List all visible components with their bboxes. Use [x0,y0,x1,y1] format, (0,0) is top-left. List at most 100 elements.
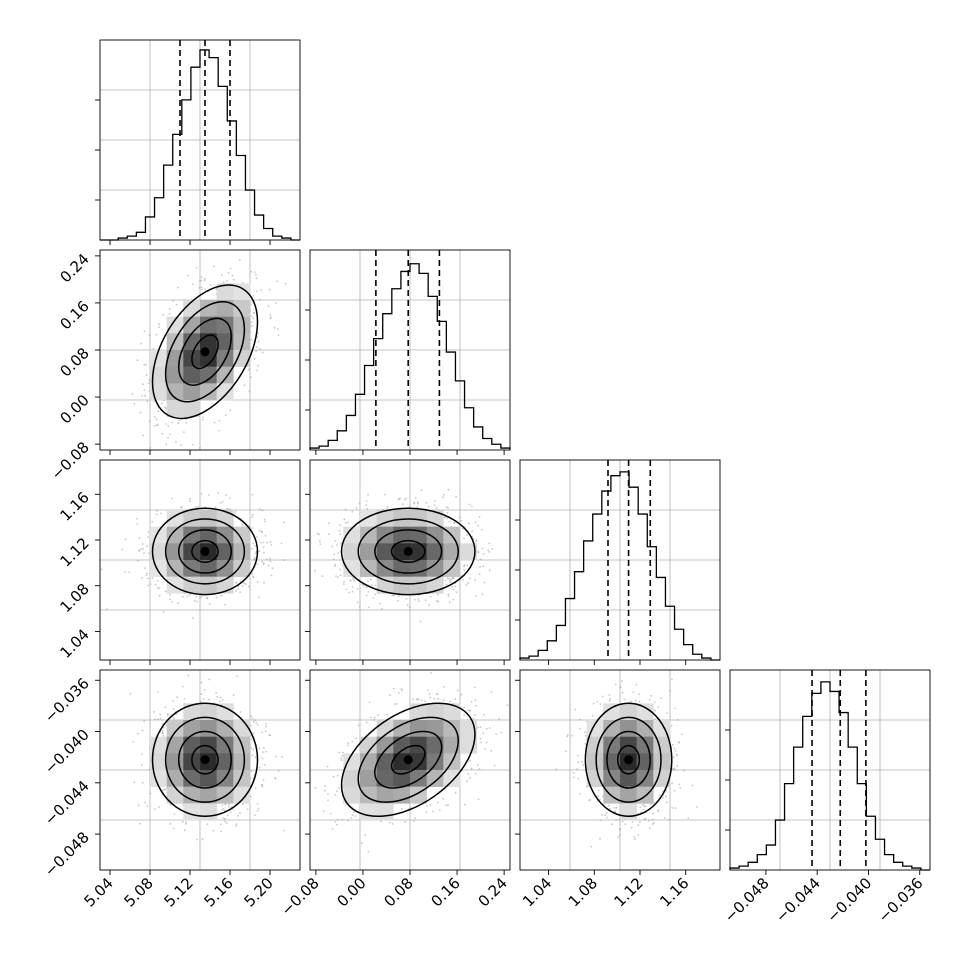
density-cell [166,576,184,594]
sample-point [164,590,167,593]
sample-point [657,809,660,811]
x-tick-label: 5.08 [120,874,156,910]
sample-point [566,735,569,738]
sample-point [256,369,258,372]
sample-point [454,791,457,794]
sample-point [163,788,166,791]
density-peak [403,546,413,556]
sample-point [386,505,389,508]
sample-point [526,578,528,580]
sample-point [257,340,260,343]
sample-point [269,541,272,544]
sample-point [449,581,452,584]
sample-point [468,522,470,525]
sample-point [696,806,698,808]
density-cell [183,383,201,401]
sample-point [206,596,209,599]
x-tick-label: 5.16 [200,874,236,910]
sample-point [617,836,619,838]
sample-point [397,692,400,694]
y-tick-label: −0.08 [48,438,93,483]
sample-point [262,351,264,354]
sample-point [250,715,253,718]
sample-point [654,709,656,712]
sample-point [144,801,147,804]
density-cell [216,736,234,754]
sample-point [334,563,337,566]
sample-point [365,721,368,724]
sample-point [218,419,221,422]
sample-point [351,590,354,593]
contour-line [191,744,219,775]
sample-point [468,577,471,580]
sample-point [454,585,457,587]
sample-point [472,717,475,720]
density-cell [166,543,184,561]
y-tick-label: 0.16 [56,297,92,333]
density-cell [376,736,394,754]
sample-point [448,601,451,603]
density-peak [403,755,413,765]
contour-line [374,730,443,789]
sample-point [355,737,357,740]
sample-point [474,773,477,775]
sample-point [599,837,601,840]
density-cell [183,366,201,384]
sample-point [367,591,370,593]
sample-point [412,698,414,701]
sample-point [172,708,175,710]
sample-point [200,279,203,282]
sample-point [155,333,158,336]
sample-point [250,270,253,273]
axes-frame [519,669,721,871]
sample-point [142,383,144,386]
sample-point [250,734,252,737]
sample-point [398,595,400,597]
sample-point [258,529,261,532]
density-cell [343,770,361,787]
sample-point [219,700,221,703]
contour-line [191,334,219,370]
sample-point [630,826,633,829]
sample-point [159,713,162,716]
sample-point [252,732,255,734]
density-cell [620,786,637,804]
sample-point [337,774,339,777]
sample-point [232,278,235,281]
sample-point [391,823,394,825]
sample-point [434,499,436,502]
sample-point [641,804,644,807]
sample-point [106,608,108,610]
sample-point [260,530,263,533]
sample-point [181,595,184,598]
sample-point [447,595,450,597]
density-cell [233,526,251,544]
sample-point [224,603,227,606]
sample-point [152,348,155,350]
sample-point [250,547,253,550]
sample-point [399,497,401,500]
sample-point [265,558,268,561]
sample-point [571,734,573,737]
sample-point [429,696,432,699]
density-cell [620,770,637,787]
sample-point [345,508,347,511]
density-cell [166,770,184,787]
sample-point [258,550,261,553]
density-cell [443,770,461,787]
density-cell [233,350,251,367]
axes-frame [99,459,301,661]
x-tick-label: −0.08 [277,874,322,919]
density-cell [620,703,637,721]
sample-point [673,767,675,770]
sample-point [419,620,422,623]
sample-point [262,541,265,544]
sample-point [254,544,257,547]
density-cell [166,560,184,577]
sample-point [198,286,201,289]
x-tick-label: −0.044 [772,874,824,926]
density-cell [443,543,461,561]
sample-point [429,595,432,598]
sample-point [314,569,317,572]
sample-point [477,764,480,766]
